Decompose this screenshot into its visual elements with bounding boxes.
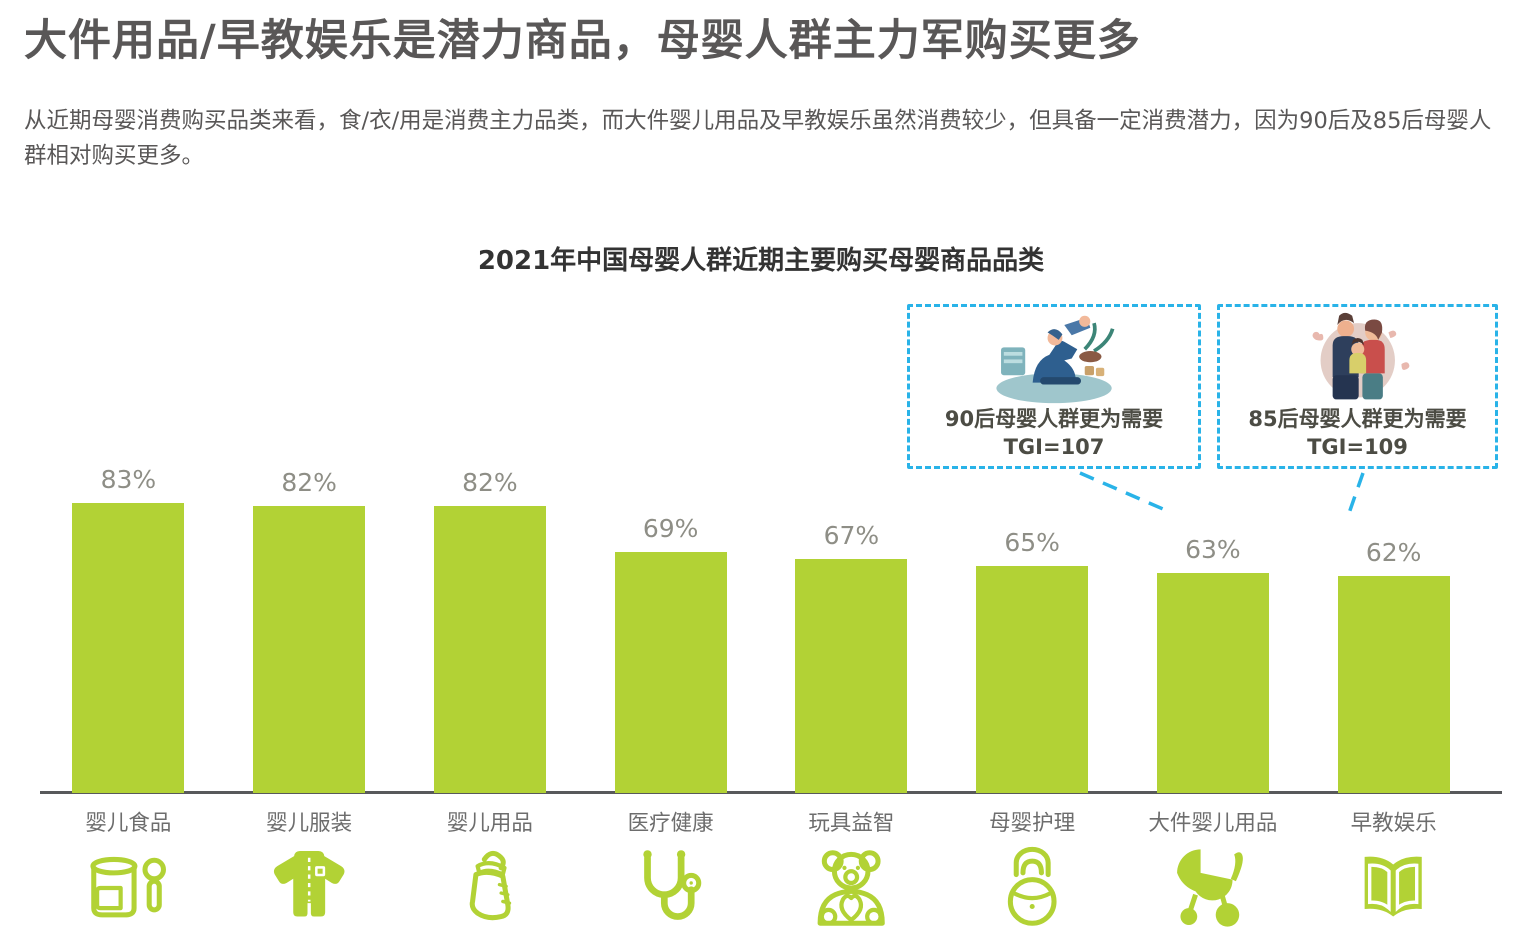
bar-value-label: 65% [1004, 528, 1060, 557]
bar-chart-plot-area: 83% 82% 82% 69% 67% 65% 63% 62% [38, 448, 1484, 793]
category-labels-row: 婴儿食品 婴儿服装 婴儿用品 医疗健康 玩具益智 母婴护理 大件婴儿用品 早教娱乐 [38, 806, 1484, 837]
bar [433, 506, 546, 793]
bar [795, 559, 908, 793]
stroller-icon [1176, 849, 1243, 927]
bar-value-label: 67% [823, 521, 880, 550]
open-book-icon [1365, 856, 1423, 917]
chart-title: 2021年中国母婴人群近期主要购买母婴商品品类 [477, 246, 1045, 276]
baby-bottle-icon [469, 850, 511, 921]
bar-column: 67% [761, 448, 942, 793]
bar-column: 83% [38, 448, 219, 793]
category-icon-cell [1303, 846, 1484, 930]
x-axis-line [40, 791, 1502, 794]
category-label: 婴儿服装 [266, 811, 353, 836]
bar-value-label: 63% [1185, 535, 1241, 564]
bar-value-label: 82% [281, 468, 337, 497]
page-title: 大件用品/早教娱乐是潜力商品，母婴人群主力军购买更多 [24, 16, 1141, 66]
category-icon-cell [1123, 846, 1304, 930]
food-jar-spoon-icon [90, 856, 167, 918]
category-icon-cell [400, 846, 581, 930]
family-with-child-illustration [1312, 312, 1410, 400]
category-label: 婴儿用品 [446, 811, 533, 836]
page-description: 从近期母婴消费购买品类来看，食/衣/用是消费主力品类，而大件婴儿用品及早教娱乐虽… [24, 108, 1492, 169]
category-label: 玩具益智 [808, 811, 895, 836]
bar-column: 62% [1303, 448, 1484, 793]
category-label: 母婴护理 [989, 811, 1076, 836]
category-label: 医疗健康 [627, 811, 714, 836]
bar [253, 506, 366, 793]
bar-value-label: 82% [462, 468, 518, 497]
bar [1337, 576, 1450, 793]
parent-playing-with-baby-illustration [996, 315, 1115, 404]
category-label: 婴儿食品 [85, 811, 172, 836]
bar-value-label: 83% [100, 465, 157, 494]
category-label: 早教娱乐 [1350, 811, 1437, 836]
category-icon-cell [580, 846, 761, 930]
bar [72, 503, 185, 793]
callout-90s-tgi-value: TGI=107 [1003, 435, 1105, 460]
category-label: 大件婴儿用品 [1148, 811, 1278, 836]
baby-onesie-icon [273, 851, 345, 917]
bar-column: 82% [400, 448, 581, 793]
callout-85s-tgi: 85后母婴人群更为需要 TGI=109 [1217, 304, 1498, 469]
bar-column: 63% [1123, 448, 1304, 793]
bar [976, 566, 1089, 793]
category-icons-row [38, 846, 1484, 930]
callout-90s-label: 90后母婴人群更为需要 [944, 407, 1164, 431]
bar-column: 65% [942, 448, 1123, 793]
category-icon-cell [219, 846, 400, 930]
category-icon-cell [38, 846, 219, 930]
stethoscope-icon [643, 850, 702, 920]
callout-85s-label: 85后母婴人群更为需要 [1248, 407, 1467, 431]
mother-care-icon [1007, 846, 1057, 926]
category-icon-cell [761, 846, 942, 930]
bar [614, 552, 727, 793]
teddy-bear-icon [817, 850, 885, 926]
bar-value-label: 69% [642, 514, 699, 543]
bar-value-label: 62% [1365, 538, 1422, 567]
bar [1156, 573, 1269, 793]
callout-90s-tgi: 90后母婴人群更为需要 TGI=107 [907, 304, 1201, 469]
bar-column: 82% [219, 448, 400, 793]
callout-85s-tgi-value: TGI=109 [1307, 435, 1408, 460]
bar-column: 69% [580, 448, 761, 793]
category-icon-cell [942, 846, 1123, 930]
